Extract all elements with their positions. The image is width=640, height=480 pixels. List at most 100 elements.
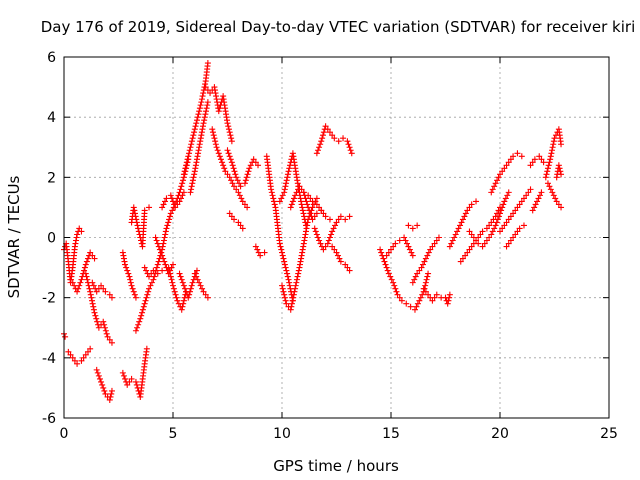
- data-point: [416, 267, 423, 274]
- data-point: [167, 270, 174, 277]
- data-point: [122, 375, 129, 382]
- data-point: [74, 360, 81, 367]
- data-point: [311, 213, 318, 220]
- data-point: [340, 135, 347, 142]
- data-point: [326, 216, 333, 223]
- data-point: [193, 267, 200, 274]
- data-point: [413, 303, 420, 310]
- data-point: [88, 294, 95, 301]
- data-point: [380, 255, 387, 262]
- data-point: [414, 222, 421, 229]
- data-point: [241, 180, 248, 187]
- data-point: [468, 243, 475, 250]
- data-point: [93, 288, 100, 295]
- data-point: [227, 132, 234, 139]
- series-seg47: [542, 126, 565, 181]
- data-point: [332, 222, 339, 229]
- data-point: [320, 246, 327, 253]
- data-point: [170, 198, 176, 205]
- y-tick-label: 4: [47, 110, 56, 126]
- data-point: [309, 198, 316, 205]
- series-seg9: [119, 249, 139, 301]
- data-point: [153, 237, 160, 244]
- data-point: [200, 288, 207, 295]
- data-point: [396, 294, 403, 301]
- data-point: [164, 222, 171, 229]
- data-point: [454, 228, 461, 235]
- data-point: [71, 357, 78, 364]
- data-point: [196, 105, 203, 112]
- data-point: [188, 282, 195, 289]
- data-point: [135, 321, 142, 328]
- data-point: [203, 108, 210, 115]
- data-point: [429, 297, 436, 304]
- data-point: [475, 240, 482, 247]
- data-point: [163, 195, 170, 202]
- data-point: [499, 225, 506, 232]
- data-point: [89, 300, 96, 307]
- data-point: [479, 243, 486, 250]
- data-point: [87, 249, 94, 256]
- data-point: [100, 384, 107, 391]
- data-point: [527, 162, 534, 169]
- data-point: [252, 159, 259, 166]
- data-point: [448, 240, 455, 247]
- data-point: [145, 288, 152, 295]
- data-point: [278, 195, 285, 202]
- data-point: [299, 207, 306, 214]
- data-point: [233, 186, 240, 193]
- y-tick-label: 0: [47, 231, 56, 247]
- data-point: [141, 300, 148, 307]
- data-point: [220, 162, 227, 169]
- data-point: [329, 132, 336, 139]
- data-point: [346, 213, 353, 220]
- data-point: [215, 150, 222, 157]
- data-point: [228, 135, 235, 142]
- series-seg43: [497, 186, 534, 235]
- data-point: [178, 183, 185, 190]
- series-seg17: [180, 60, 211, 178]
- data-point: [510, 153, 517, 160]
- data-point: [283, 300, 290, 307]
- data-point: [422, 279, 429, 286]
- data-point: [159, 204, 166, 211]
- data-point: [187, 189, 194, 196]
- data-point: [90, 282, 97, 289]
- data-point: [89, 297, 96, 304]
- data-point: [86, 285, 93, 292]
- data-point: [91, 255, 98, 262]
- data-point: [187, 144, 194, 151]
- data-point: [166, 213, 173, 220]
- data-point: [330, 225, 337, 232]
- data-point: [107, 393, 114, 400]
- data-point: [458, 219, 465, 226]
- data-point: [552, 195, 559, 202]
- data-point: [74, 231, 81, 238]
- data-point: [459, 255, 466, 262]
- data-point: [172, 291, 179, 298]
- data-point: [284, 174, 291, 181]
- data-point: [334, 252, 341, 259]
- data-point: [544, 168, 551, 175]
- data-point: [222, 168, 229, 175]
- data-point: [132, 294, 139, 301]
- tick-labels: 0 5 10 15 20 25 -6 -4 -2 0 2 4 6: [42, 50, 618, 442]
- data-point: [525, 189, 532, 196]
- data-point: [213, 144, 220, 151]
- data-point: [534, 198, 541, 205]
- data-point: [185, 294, 192, 301]
- x-tick-label: 5: [169, 426, 178, 442]
- data-point: [279, 192, 286, 199]
- data-point: [202, 291, 209, 298]
- data-point: [169, 207, 176, 214]
- data-point: [268, 186, 275, 193]
- data-point: [419, 291, 426, 298]
- data-point: [319, 132, 326, 139]
- data-point: [505, 189, 512, 196]
- data-point: [196, 108, 203, 115]
- data-point: [510, 234, 517, 241]
- series-seg20: [202, 84, 235, 145]
- data-point: [421, 258, 428, 265]
- data-point: [414, 270, 421, 277]
- data-point: [101, 387, 108, 394]
